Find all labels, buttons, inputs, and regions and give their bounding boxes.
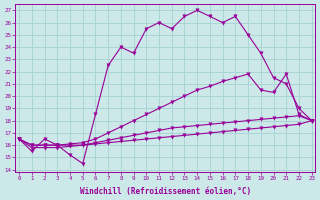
X-axis label: Windchill (Refroidissement éolien,°C): Windchill (Refroidissement éolien,°C) (80, 187, 251, 196)
